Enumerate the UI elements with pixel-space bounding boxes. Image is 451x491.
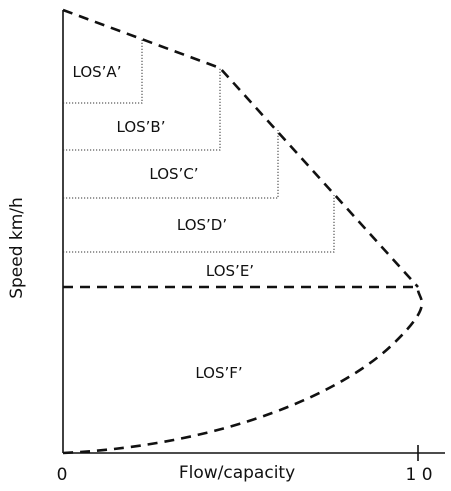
los-e-label: LOS’E’ bbox=[206, 262, 254, 280]
los-b-label: LOS’B’ bbox=[117, 118, 166, 136]
los-a-label: LOS’A’ bbox=[73, 63, 122, 81]
los-d-boundary bbox=[63, 195, 335, 253]
x-axis-label: Flow/capacity bbox=[179, 463, 295, 483]
x-axis-capacity-label: 1 0 bbox=[405, 465, 432, 485]
speed-flow-boundary-upper bbox=[62, 8, 419, 288]
los-c-label: LOS’C’ bbox=[149, 165, 198, 183]
los-f-label: LOS’F’ bbox=[195, 364, 242, 382]
los-c-boundary bbox=[63, 130, 279, 199]
los-b-boundary bbox=[63, 68, 221, 151]
x-axis-origin-label: 0 bbox=[57, 465, 68, 485]
los-d-label: LOS’D’ bbox=[177, 216, 227, 234]
y-axis-label: Speed km/h bbox=[7, 197, 27, 299]
los-a-boundary bbox=[63, 38, 143, 104]
